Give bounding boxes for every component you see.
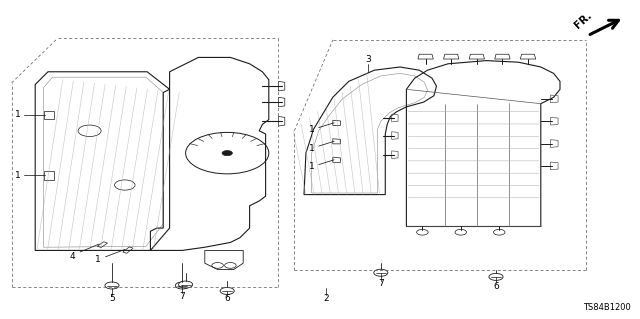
Text: 1: 1 bbox=[15, 110, 20, 119]
Circle shape bbox=[179, 281, 193, 288]
Circle shape bbox=[220, 287, 234, 294]
Text: 1: 1 bbox=[95, 256, 100, 264]
Circle shape bbox=[374, 269, 388, 276]
Text: 2: 2 bbox=[324, 294, 329, 303]
Text: 1: 1 bbox=[309, 162, 314, 171]
Text: 4: 4 bbox=[70, 252, 75, 261]
Text: 7: 7 bbox=[180, 292, 185, 300]
Text: 1: 1 bbox=[15, 171, 20, 180]
Text: 6: 6 bbox=[493, 282, 499, 291]
Text: 1: 1 bbox=[309, 125, 314, 134]
Circle shape bbox=[489, 273, 503, 280]
Text: 3: 3 bbox=[365, 55, 371, 63]
Text: TS84B1200: TS84B1200 bbox=[582, 303, 630, 312]
Text: 5: 5 bbox=[109, 294, 115, 303]
Circle shape bbox=[175, 282, 189, 289]
Circle shape bbox=[105, 282, 119, 289]
Text: 7: 7 bbox=[378, 279, 383, 288]
Circle shape bbox=[222, 151, 232, 156]
Text: FR.: FR. bbox=[573, 11, 594, 31]
Text: 1: 1 bbox=[309, 144, 314, 153]
Text: 6: 6 bbox=[225, 294, 230, 303]
